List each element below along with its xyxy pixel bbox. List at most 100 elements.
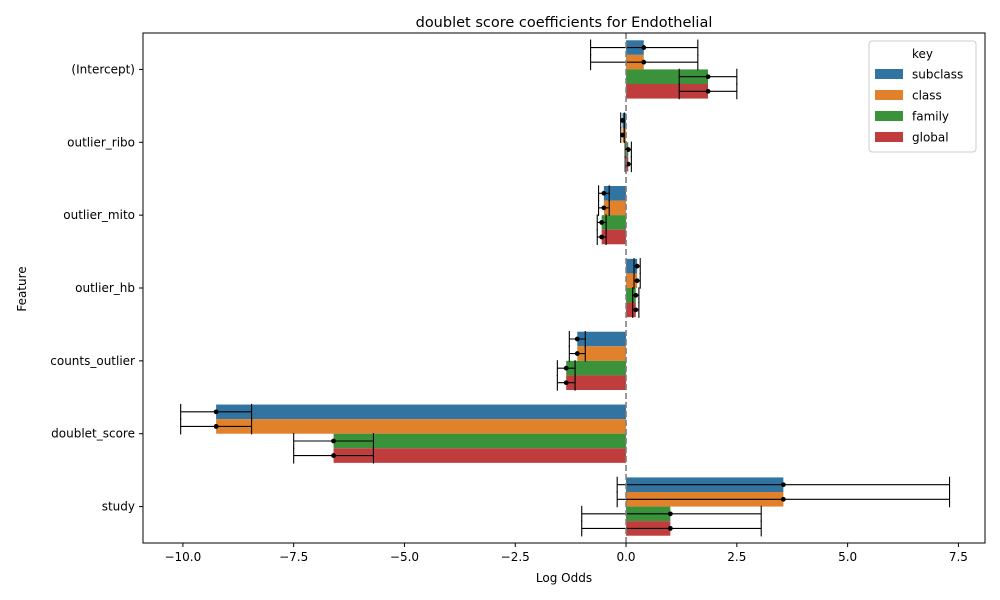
bar-family-(Intercept) — [626, 69, 709, 84]
legend-label-family: family — [912, 110, 949, 124]
legend-swatch-family — [875, 111, 903, 121]
bar-global-outlier_hb — [626, 302, 636, 318]
legend-box — [868, 40, 977, 153]
x-tick-label: 2.5 — [727, 550, 746, 564]
point-family-outlier_hb — [633, 292, 639, 298]
bar-class-outlier_hb — [626, 273, 638, 288]
x-tick-label: 0.0 — [616, 550, 635, 564]
errorbar-subclass-(Intercept) — [590, 39, 699, 56]
bar-family-outlier_mito — [601, 215, 627, 230]
bar-subclass-counts_outlier — [577, 331, 627, 347]
legend-label-subclass: subclass — [912, 68, 963, 82]
errorbar-family-outlier_ribo — [624, 141, 632, 158]
x-tick-label: −7.5 — [279, 550, 308, 564]
point-family-counts_outlier — [563, 365, 569, 371]
errorbar-family-outlier_hb — [632, 287, 640, 304]
legend-swatch-subclass — [875, 69, 903, 79]
point-global-(Intercept) — [705, 88, 711, 94]
point-subclass-doublet_score — [213, 409, 219, 415]
bar-family-counts_outlier — [566, 360, 627, 376]
plot-area: −10.0 −7.5 −5.0 −2.5 0.0 2.5 5.0 7.5 (Intercept)… — [50, 32, 986, 564]
point-subclass-outlier_ribo — [620, 118, 625, 123]
point-subclass-(Intercept) — [641, 45, 647, 50]
errorbar-subclass-study — [616, 476, 951, 493]
legend-label-class: class — [912, 89, 942, 103]
bar-class-doublet_score — [216, 419, 627, 434]
point-family-outlier_ribo — [625, 147, 631, 152]
point-family-(Intercept) — [705, 74, 711, 80]
point-class-doublet_score — [213, 424, 219, 429]
errorbar-subclass-counts_outlier — [568, 331, 586, 347]
errorbar-class-doublet_score — [180, 418, 253, 435]
point-subclass-study — [780, 482, 786, 488]
axes-frame — [142, 32, 986, 544]
errorbar-family-study — [581, 505, 762, 522]
point-family-study — [667, 511, 673, 517]
errorbar-subclass-outlier_hb — [633, 258, 641, 275]
errorbar-global-study — [581, 520, 762, 537]
errorbar-subclass-doublet_score — [180, 403, 253, 420]
errorbar-class-outlier_ribo — [620, 127, 625, 143]
bar-class-counts_outlier — [577, 346, 627, 361]
x-axis-label: Log Odds — [536, 571, 592, 585]
x-tick-label: 5.0 — [838, 550, 857, 564]
errorbar-family-outlier_mito — [596, 214, 607, 231]
errorbar-class-outlier_hb — [633, 272, 641, 289]
point-family-outlier_mito — [599, 220, 605, 225]
chart-title: doublet score coefficients for Endotheli… — [416, 15, 713, 31]
point-class-outlier_ribo — [620, 132, 625, 138]
point-global-study — [667, 526, 673, 531]
legend-swatch-global — [875, 132, 903, 142]
y-tick-label: (Intercept) — [71, 62, 135, 76]
point-class-outlier_hb — [634, 278, 640, 284]
errorbar-family-(Intercept) — [678, 68, 738, 85]
bar-subclass-outlier_hb — [626, 258, 638, 274]
errorbar-family-counts_outlier — [556, 360, 576, 377]
errorbar-global-doublet_score — [293, 447, 374, 464]
y-tick-label: outlier_hb — [75, 281, 135, 295]
errorbar-global-outlier_ribo — [624, 156, 632, 173]
bar-global-doublet_score — [333, 448, 627, 463]
point-class-counts_outlier — [574, 351, 580, 356]
point-global-outlier_mito — [599, 234, 605, 240]
errorbar-class-counts_outlier — [568, 345, 586, 362]
errorbar-class-(Intercept) — [590, 54, 699, 71]
point-global-outlier_ribo — [625, 161, 631, 167]
point-subclass-outlier_hb — [634, 263, 640, 269]
bar-global-(Intercept) — [626, 84, 709, 99]
errorbar-subclass-outlier_ribo — [620, 112, 625, 129]
point-class-study — [780, 496, 786, 502]
y-tick-label: outlier_ribo — [67, 135, 135, 149]
legend-label-global: global — [912, 131, 949, 145]
errorbar-global-(Intercept) — [678, 83, 738, 100]
errorbar-subclass-outlier_mito — [598, 185, 610, 202]
point-global-counts_outlier — [563, 380, 569, 386]
bar-subclass-doublet_score — [216, 404, 627, 420]
point-global-doublet_score — [331, 453, 336, 458]
x-tick-label: 7.5 — [949, 550, 968, 564]
y-tick-label: study — [102, 500, 135, 514]
errorbar-global-counts_outlier — [556, 374, 576, 391]
bar-family-doublet_score — [333, 433, 627, 449]
legend: key subclass class family global — [868, 40, 977, 153]
legend-title: key — [912, 47, 933, 61]
y-tick-label: doublet_score — [51, 427, 135, 441]
errorbar-global-outlier_hb — [632, 301, 640, 318]
point-subclass-outlier_mito — [601, 190, 607, 196]
bar-global-counts_outlier — [566, 375, 627, 390]
y-tick-label: outlier_mito — [63, 208, 135, 222]
y-axis-label: Feature — [15, 266, 29, 311]
errorbar-global-outlier_mito — [596, 229, 607, 245]
point-family-doublet_score — [331, 438, 336, 444]
legend-swatch-class — [875, 90, 903, 100]
x-tick-label: −2.5 — [501, 550, 530, 564]
bar-family-outlier_hb — [626, 288, 636, 303]
x-tick-label: −5.0 — [390, 550, 419, 564]
errorbar-family-doublet_score — [293, 433, 374, 449]
errorbar-class-outlier_mito — [598, 199, 610, 216]
bar-global-outlier_mito — [601, 229, 627, 245]
y-tick-label: counts_outlier — [50, 354, 135, 368]
errorbar-class-study — [616, 491, 951, 508]
point-class-outlier_mito — [601, 205, 607, 211]
